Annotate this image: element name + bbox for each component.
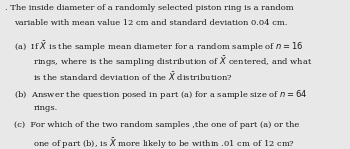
Text: . The inside diameter of a randomly selected piston ring is a random: . The inside diameter of a randomly sele… [5,4,294,12]
Text: rings.: rings. [33,104,57,112]
Text: one of part (b), is $\bar{X}$ more likely to be within .01 cm of 12 cm?: one of part (b), is $\bar{X}$ more likel… [33,136,295,149]
Text: is the standard deviation of the $\bar{X}$ distribution?: is the standard deviation of the $\bar{X… [33,70,233,83]
Text: (b)  Answer the question posed in part (a) for a sample size of $n = 64$: (b) Answer the question posed in part (a… [14,88,307,101]
Text: rings, where is the sampling distribution of $\bar{X}$ centered, and what: rings, where is the sampling distributio… [33,54,313,69]
Text: (a)  If $\bar{X}$ is the sample mean diameter for a random sample of $n = 16$: (a) If $\bar{X}$ is the sample mean diam… [14,39,303,53]
Text: (c)  For which of the two random samples ,the one of part (a) or the: (c) For which of the two random samples … [14,121,299,129]
Text: variable with mean value 12 cm and standard deviation 0.04 cm.: variable with mean value 12 cm and stand… [14,19,287,27]
